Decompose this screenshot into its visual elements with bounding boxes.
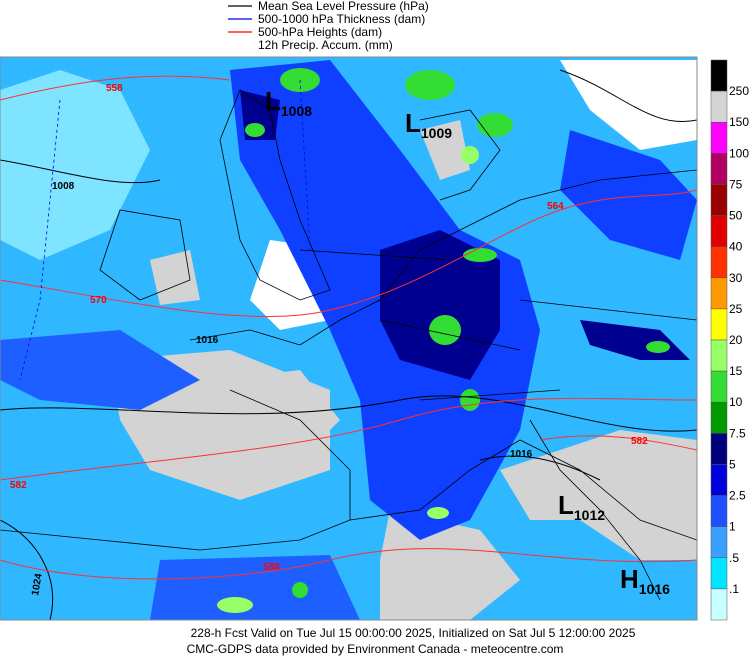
pressure-center: L1008: [265, 86, 312, 119]
colorbar-segment: [710, 401, 728, 434]
land: [220, 370, 340, 460]
colorbar-segment: [710, 121, 728, 154]
pressure-letter: L: [558, 490, 574, 520]
precip-moderate: [0, 330, 200, 410]
colorbar-segment: [710, 526, 728, 559]
footer-line: 228-h Fcst Valid on Tue Jul 15 00:00:00 …: [191, 626, 636, 640]
colorbar-label: .1: [729, 582, 739, 596]
isobars: [0, 69, 697, 620]
thickness-contours: [19, 79, 311, 381]
colorbar-segment: [710, 464, 728, 496]
colorbar-label: 5: [729, 457, 736, 471]
pressure-letter: H: [620, 564, 639, 594]
contour-label: 582: [631, 436, 648, 447]
colorbar-segment: [710, 588, 728, 621]
land: [500, 430, 697, 560]
colorbar-segment: [710, 277, 728, 310]
pressure-center: L1009: [405, 108, 452, 141]
no-precip: [560, 60, 697, 150]
colorbar-label: 15: [729, 364, 743, 378]
contour-label: 564: [547, 201, 564, 212]
colorbar-label: 20: [729, 333, 743, 347]
land: [380, 510, 520, 620]
colorbar-label: 25: [729, 302, 743, 316]
colorbar-label: 100: [729, 146, 749, 160]
map-border: [0, 56, 698, 621]
colorbar-segment: [710, 153, 728, 185]
colorbar-segment: [710, 90, 728, 123]
map-area: [0, 57, 697, 620]
colorbar-segment: [710, 370, 728, 403]
legend-label: 500-1000 hPa Thickness (dam): [258, 12, 425, 26]
pressure-value: 1016: [639, 581, 670, 597]
colorbar-label: 150: [729, 115, 749, 129]
pressure-value: 1009: [421, 125, 452, 141]
precip-green: [427, 507, 449, 519]
colorbar-label: 7.5: [729, 426, 746, 440]
precip-green: [477, 113, 513, 137]
pressure-letter: L: [265, 86, 281, 116]
colorbar-label: 2.5: [729, 489, 746, 503]
precip-green: [292, 582, 308, 598]
contour-label: 1008: [52, 181, 75, 192]
contour-label: 1016: [510, 449, 533, 460]
colorbar-segment: [710, 184, 728, 216]
contour-label: 558: [106, 83, 123, 94]
footer-line: CMC-GDPS data provided by Environment Ca…: [187, 642, 564, 656]
precip-green: [463, 248, 497, 262]
legend-label: 500-hPa Heights (dam): [258, 25, 382, 39]
colorbar-segment: [710, 246, 728, 279]
precip-moderate: [150, 555, 360, 620]
coastlines: [0, 89, 697, 601]
contour-label: 570: [90, 295, 107, 306]
legend-label: Mean Sea Level Pressure (hPa): [258, 0, 429, 13]
height-contours: [0, 75, 697, 580]
precip-green: [217, 597, 253, 613]
pressure-value: 1008: [281, 103, 312, 119]
precip-green: [245, 123, 265, 137]
precip-green: [646, 341, 670, 353]
precip-heavy: [380, 230, 500, 380]
precip-moderate: [560, 130, 697, 260]
legend-label: 12h Precip. Accum. (mm): [258, 38, 393, 52]
colorbar-label: 10: [729, 395, 743, 409]
precip-light: [0, 70, 150, 260]
colorbar-label: 40: [729, 240, 743, 254]
contour-label: 1016: [196, 335, 219, 346]
colorbar-label: .5: [729, 551, 739, 565]
land: [420, 120, 470, 180]
precip-green: [461, 146, 479, 164]
colorbar-label: 50: [729, 209, 743, 223]
pressure-center: L1012: [558, 490, 605, 523]
contour-label: 588: [263, 562, 280, 573]
colorbar-segment: [710, 59, 728, 92]
pressure-center: H1016: [620, 564, 670, 597]
precip-green: [429, 315, 461, 345]
precip-green: [405, 70, 455, 100]
colorbar-label: 1: [729, 520, 736, 534]
pressure-letter: L: [405, 108, 421, 138]
colorbar-label: 75: [729, 177, 743, 191]
colorbar-segment: [710, 495, 728, 527]
pressure-value: 1012: [574, 507, 605, 523]
colorbar-segment: [710, 215, 728, 247]
contour-label: 582: [10, 480, 27, 491]
colorbar-label: 250: [729, 84, 749, 98]
contour-label: 1024: [30, 572, 45, 596]
colorbar-segment: [710, 308, 728, 341]
colorbar-segment: [710, 433, 728, 465]
colorbar-segment: [710, 557, 728, 590]
precip-green: [460, 389, 480, 411]
colorbar-label: 30: [729, 271, 743, 285]
colorbar-segment: [710, 339, 728, 372]
